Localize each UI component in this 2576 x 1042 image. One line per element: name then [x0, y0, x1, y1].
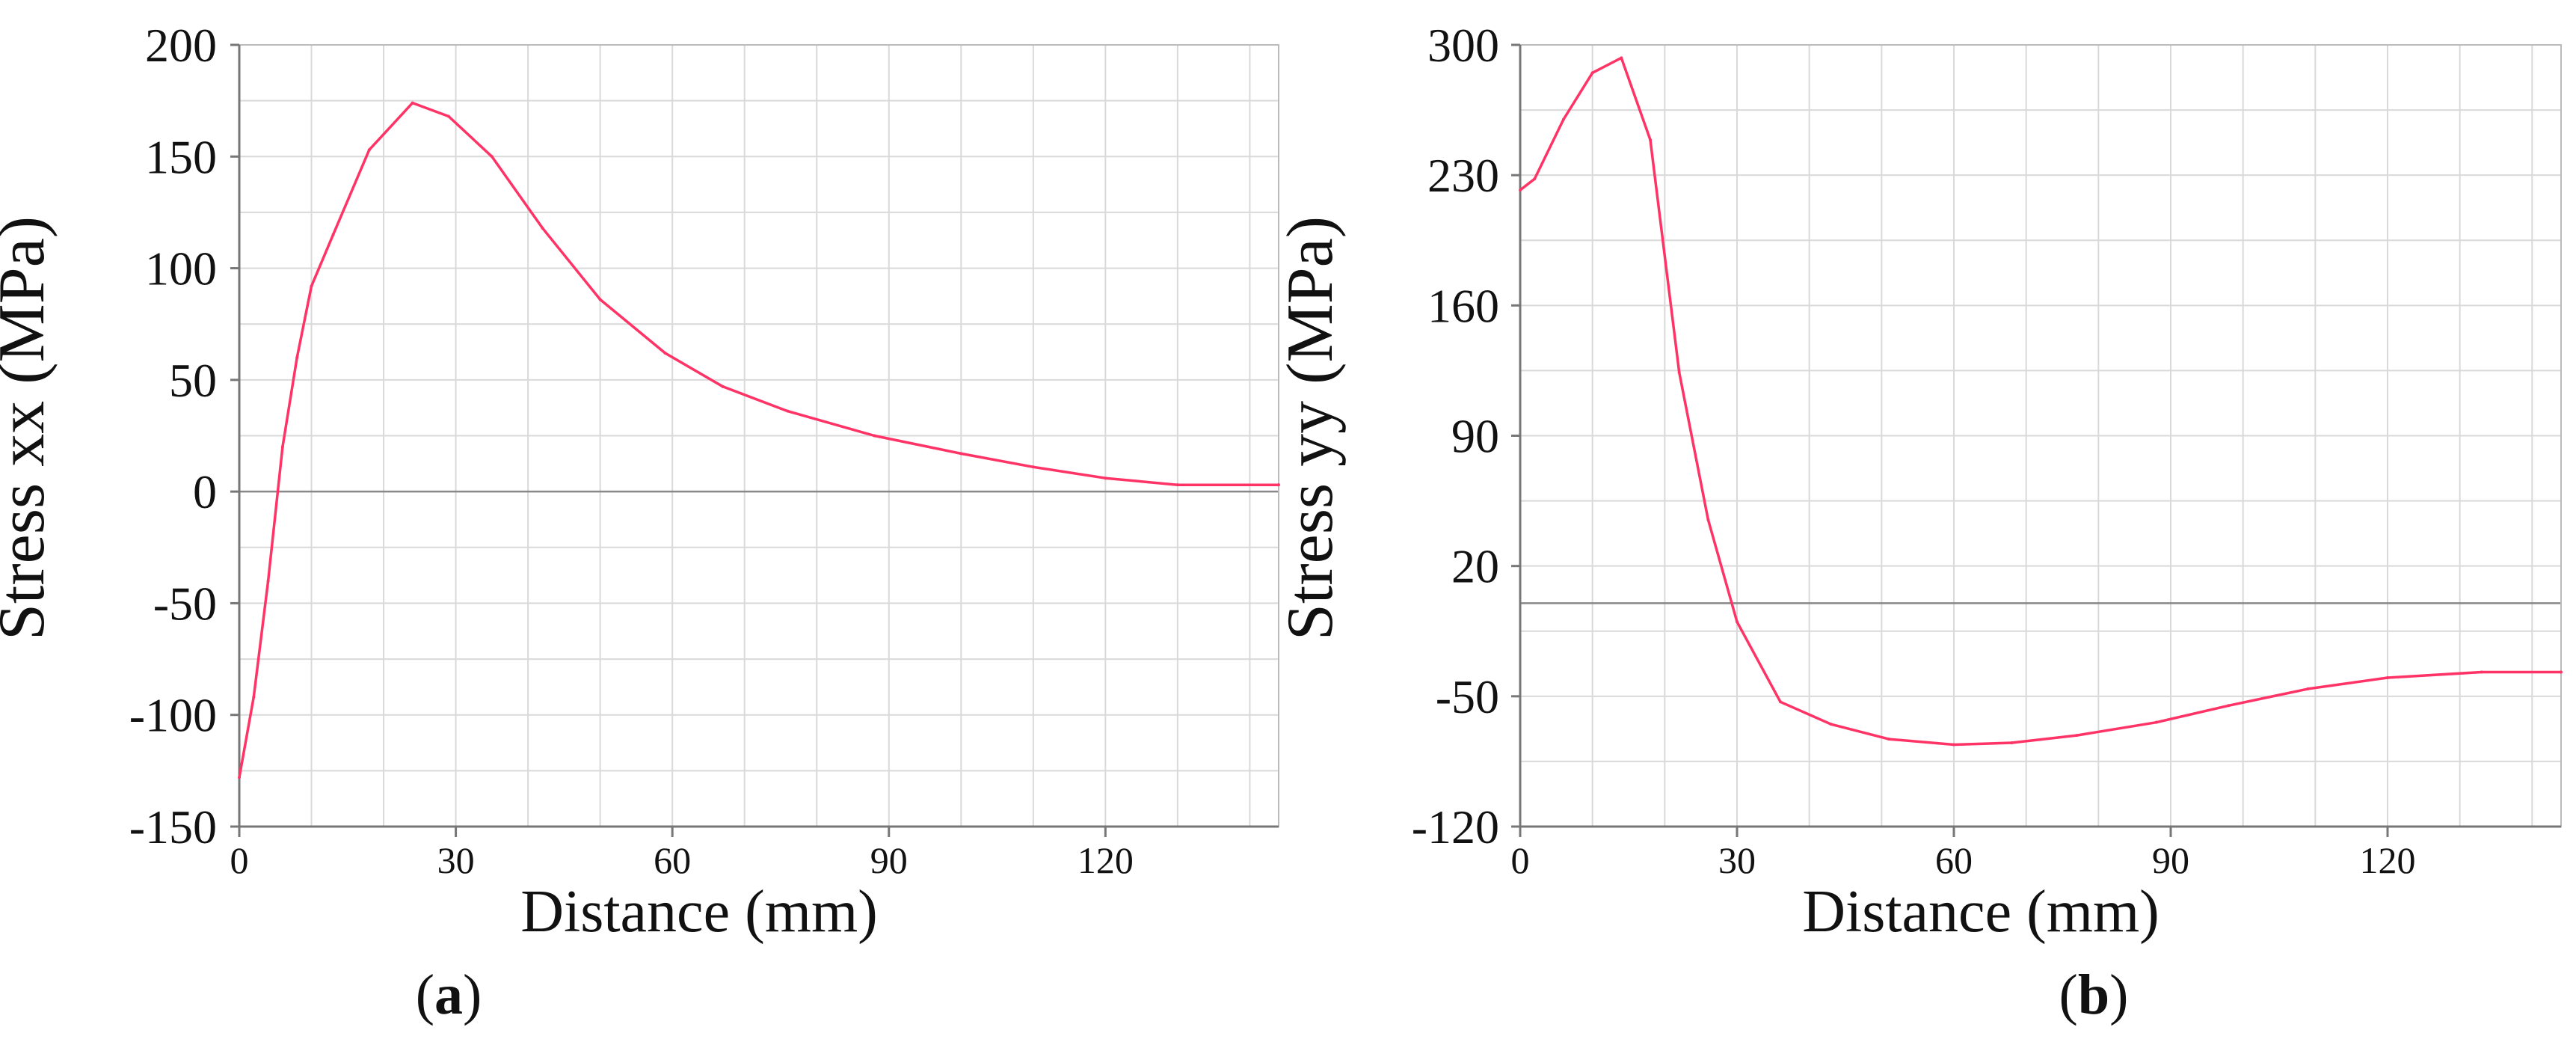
x-tick-label: 60: [1935, 839, 1973, 881]
data-point: [411, 101, 414, 105]
y-tick-label: -50: [153, 577, 217, 630]
y-tick-label: 0: [193, 465, 217, 518]
data-point: [786, 409, 790, 413]
data-point: [663, 352, 667, 355]
data-point: [238, 776, 241, 779]
data-point: [1519, 189, 1522, 192]
data-point: [2075, 734, 2079, 738]
data-point: [1829, 723, 1833, 726]
y-tick-label: -100: [129, 689, 217, 742]
x-tick-label: 90: [2152, 839, 2189, 881]
data-point: [1649, 138, 1652, 141]
x-tick-label: 0: [230, 839, 249, 881]
x-axis-label: Distance (mm): [1802, 879, 2160, 945]
y-axis-label: Stress xx (MPa): [0, 216, 58, 640]
data-point: [367, 148, 371, 152]
data-point: [721, 384, 725, 388]
y-tick-label: 230: [1427, 149, 1499, 202]
data-point: [331, 233, 335, 236]
y-tick-label: 160: [1427, 279, 1499, 332]
data-point: [959, 452, 963, 456]
y-tick-label: 300: [1427, 19, 1499, 72]
y-axis-label: Stress yy (MPa): [1274, 216, 1347, 640]
y-tick-label: 100: [145, 242, 217, 295]
data-point: [280, 445, 284, 449]
x-tick-label: 60: [654, 839, 691, 881]
series-line-0: [1519, 56, 2561, 747]
data-point: [1104, 476, 1107, 480]
data-point: [1533, 177, 1537, 181]
data-point: [598, 298, 602, 301]
x-tick-label: 30: [1718, 839, 1756, 881]
x-axis-label: Distance (mm): [520, 879, 878, 945]
data-point: [1887, 738, 1890, 741]
panel-label-b: (b): [2059, 963, 2129, 1026]
y-tick-label: 90: [1451, 410, 1499, 463]
data-point: [2154, 720, 2158, 724]
data-point: [2386, 675, 2389, 679]
y-tick-label: -120: [1412, 800, 1499, 853]
data-point: [1590, 71, 1594, 75]
y-tick-label: 150: [145, 130, 217, 183]
panel-label-a: (a): [416, 963, 482, 1026]
data-point: [252, 695, 256, 699]
y-tick-label: 20: [1451, 540, 1499, 593]
data-point: [1952, 743, 1955, 747]
x-tick-label: 90: [870, 839, 908, 881]
data-point: [1620, 56, 1623, 60]
x-tick-label: 120: [1078, 839, 1134, 881]
data-point: [2560, 670, 2563, 674]
data-point: [873, 434, 876, 438]
chart-panel-a: 0 30 60 90 120 200 150 100 50 0 -50 -100 -150 Distanc…: [0, 19, 1280, 1026]
chart-panel-b: 0 30 60 90 120 300 230 160 90 20 -50 -120 Distance (…: [1274, 19, 2563, 1026]
y-tick-label: 200: [145, 19, 217, 72]
data-point: [1562, 117, 1565, 121]
data-point: [2227, 704, 2231, 708]
data-point: [295, 356, 299, 359]
data-point: [1175, 483, 1179, 487]
data-point: [1677, 370, 1681, 374]
series-line-0: [238, 101, 1279, 778]
data-point: [2306, 687, 2310, 690]
data-point: [541, 226, 544, 230]
data-point: [310, 284, 313, 288]
data-point: [1031, 465, 1035, 469]
x-tick-label: 30: [437, 839, 475, 881]
data-point: [1779, 700, 1782, 704]
y-tick-label: -150: [129, 800, 217, 853]
data-point: [446, 114, 450, 118]
y-tick-label: 50: [169, 354, 217, 407]
y-tick-label: -50: [1436, 670, 1499, 723]
data-point: [1706, 518, 1710, 521]
data-point: [1277, 483, 1280, 487]
x-tick-label: 120: [2360, 839, 2416, 881]
x-tick-label: 0: [1511, 839, 1530, 881]
data-point: [2010, 741, 2014, 745]
data-point: [266, 579, 270, 583]
data-point: [490, 155, 494, 159]
data-point: [1736, 620, 1739, 624]
data-point: [2480, 670, 2483, 674]
